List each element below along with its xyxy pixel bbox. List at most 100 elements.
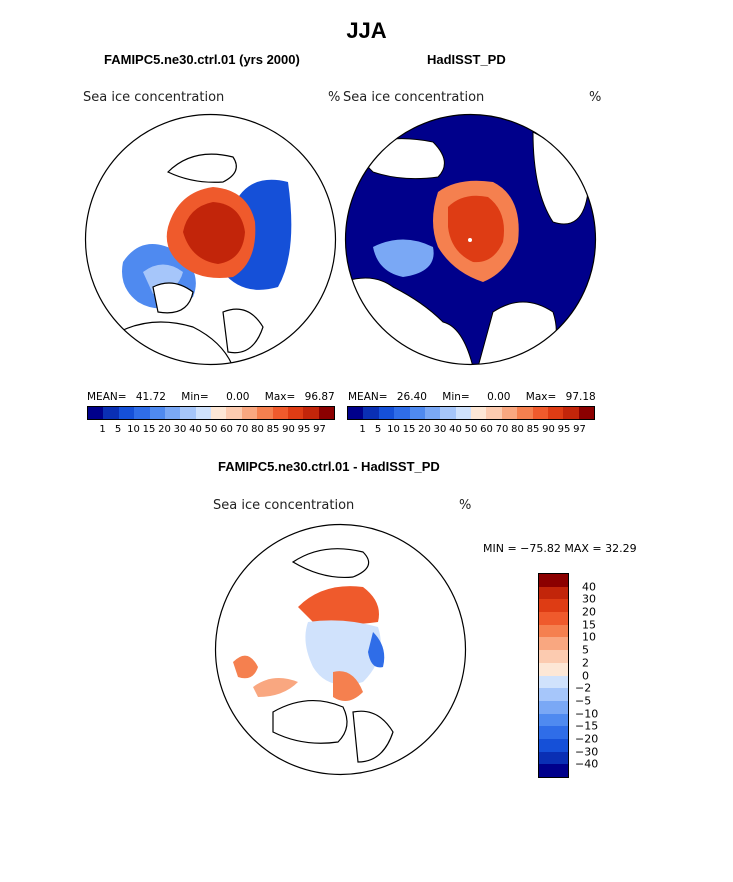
diff-region-negative-core	[305, 620, 381, 685]
right-mean-value: 26.40	[396, 391, 427, 403]
colorbar-tick-label: 80	[251, 424, 264, 435]
colorbar-swatch	[517, 407, 533, 419]
diff-minmax: MIN = −75.82 MAX = 32.29	[483, 542, 637, 555]
diff-region-positive-greenland	[333, 671, 363, 701]
map-boundary	[344, 113, 597, 366]
colorbar-swatch	[180, 407, 196, 419]
coastline-north-america	[166, 153, 237, 183]
colorbar-swatch	[539, 688, 568, 701]
colorbar-tick-label: 95	[557, 424, 571, 435]
colorbar-swatch	[471, 407, 487, 419]
right-variable-label: Sea ice concentration	[343, 90, 485, 105]
right-units-label: %	[589, 90, 602, 105]
colorbar-tick-label: 20	[158, 424, 171, 435]
colorbar-swatch	[486, 407, 502, 419]
colorbar-swatch	[539, 675, 568, 689]
colorbar-swatch	[409, 407, 425, 419]
ice-region-core	[448, 195, 504, 263]
right-panel-title: HadISST_PD	[427, 52, 506, 67]
diff-panel-title: FAMIPC5.ne30.ctrl.01 - HadISST_PD	[218, 459, 440, 474]
colorbar-tick-label: 85	[526, 424, 540, 435]
coastline-north-america	[291, 548, 370, 579]
colorbar-tick-label: 90	[282, 424, 295, 435]
colorbar-tick-label: 30	[173, 424, 187, 435]
colorbar-tick-label: 5	[582, 643, 589, 657]
colorbar-tick-label: 40	[582, 580, 596, 594]
colorbar-swatch	[103, 407, 119, 419]
colorbar-swatch	[539, 650, 568, 663]
colorbar-swatch	[547, 407, 564, 419]
colorbar-tick-label: 5	[114, 424, 122, 435]
colorbar-swatch	[195, 407, 211, 419]
diff-units-label: %	[459, 498, 472, 513]
colorbar-tick-label: −30	[575, 745, 599, 759]
colorbar-swatch	[539, 637, 568, 651]
colorbar-tick-label: 60	[480, 424, 493, 435]
colorbar-swatch	[164, 407, 181, 419]
diff-region-positive-north	[298, 586, 379, 625]
page-title: JJA	[346, 18, 387, 43]
colorbar-tick-label: 1	[359, 424, 366, 435]
left-min-label: Min=	[181, 391, 209, 403]
diff-variable-label: Sea ice concentration	[213, 498, 355, 513]
colorbar-swatch	[134, 407, 150, 419]
right-colorbar	[347, 406, 595, 420]
colorbar-swatch	[539, 586, 568, 600]
colorbar-tick-label: 60	[220, 424, 233, 435]
colorbar-swatch	[318, 407, 334, 419]
left-mean-value: 41.72	[135, 391, 166, 403]
colorbar-tick-label: 30	[582, 592, 596, 606]
colorbar-tick-label: 97	[313, 424, 326, 435]
diff-colorbar-ticks: 40 30 20 15 10 5 2 0 −2 −5 −10 −15 −20 −30 −40	[575, 573, 615, 778]
left-colorbar-ticks: 1 5 10 15 20 30 40 50 60 70 80 85 90 95 97	[87, 424, 335, 438]
colorbar-tick-label: 30	[433, 424, 447, 435]
right-polar-map	[344, 113, 597, 366]
colorbar-swatch	[539, 662, 568, 676]
left-min-value: 0.00	[226, 391, 250, 403]
land-scandinavia	[222, 308, 264, 354]
diff-colorbar	[538, 573, 569, 778]
colorbar-tick-label: −20	[575, 732, 599, 746]
colorbar-swatch	[539, 700, 568, 714]
left-colorbar	[87, 406, 335, 420]
colorbar-swatch	[348, 407, 364, 419]
colorbar-tick-label: 2	[582, 656, 589, 670]
colorbar-swatch	[118, 407, 135, 419]
colorbar-swatch	[539, 624, 568, 638]
colorbar-swatch	[363, 407, 379, 419]
right-mean-label: MEAN=	[348, 391, 388, 403]
colorbar-swatch	[578, 407, 594, 419]
right-stats: MEAN= 26.40 Min= 0.00 Max= 97.18	[348, 391, 596, 403]
colorbar-swatch	[378, 407, 395, 419]
colorbar-swatch	[563, 407, 579, 419]
map-boundary	[214, 523, 467, 776]
diff-polar-map	[214, 523, 467, 776]
left-max-value: 96.87	[304, 391, 335, 403]
land-greenland	[152, 282, 194, 314]
left-panel-title: FAMIPC5.ne30.ctrl.01 (yrs 2000)	[104, 52, 300, 67]
left-stats: MEAN= 41.72 Min= 0.00 Max= 96.87	[87, 391, 335, 403]
colorbar-tick-label: −10	[575, 707, 599, 721]
colorbar-swatch	[440, 407, 456, 419]
colorbar-swatch	[272, 407, 288, 419]
colorbar-tick-label: 15	[402, 424, 416, 435]
colorbar-tick-label: 0	[582, 669, 589, 682]
colorbar-tick-label: 80	[511, 424, 524, 435]
colorbar-swatch	[149, 407, 165, 419]
ice-region-baffin	[373, 239, 434, 277]
colorbar-tick-label: 95	[297, 424, 311, 435]
colorbar-swatch	[241, 407, 258, 419]
colorbar-tick-label: 15	[142, 424, 156, 435]
colorbar-swatch	[532, 407, 548, 419]
colorbar-tick-label: 5	[374, 424, 382, 435]
colorbar-swatch	[257, 407, 273, 419]
left-max-label: Max=	[264, 391, 296, 403]
right-min-label: Min=	[442, 391, 470, 403]
colorbar-tick-label: 97	[573, 424, 586, 435]
colorbar-tick-label: −5	[575, 694, 592, 708]
colorbar-tick-label: −40	[575, 757, 599, 771]
colorbar-tick-label: 15	[582, 618, 596, 632]
colorbar-tick-label: 70	[495, 424, 509, 435]
colorbar-swatch	[303, 407, 319, 419]
colorbar-tick-label: 85	[266, 424, 280, 435]
